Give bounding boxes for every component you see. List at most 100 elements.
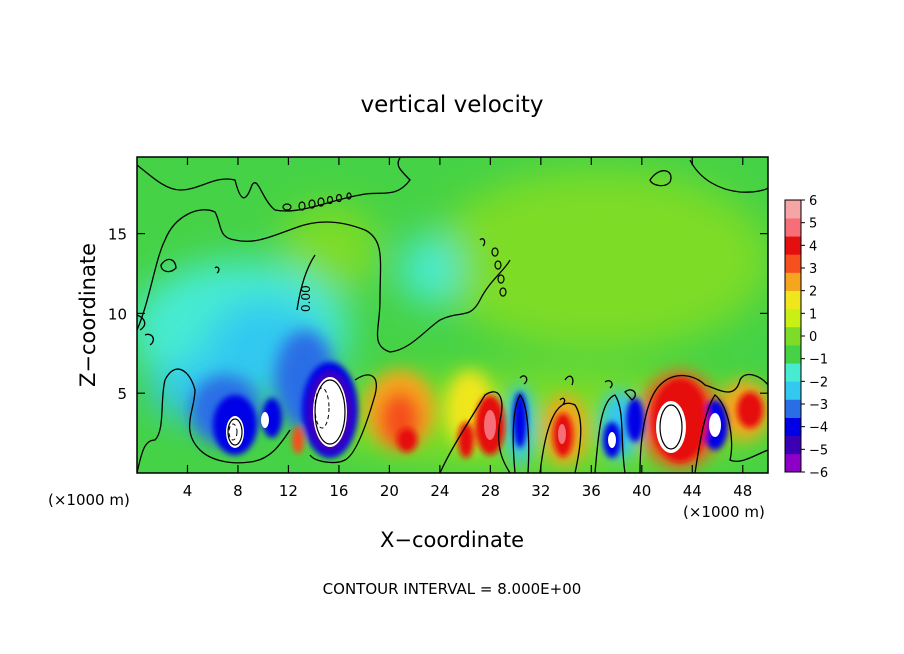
field-region: [656, 401, 686, 453]
field-region: [608, 432, 616, 448]
colorbar-swatch: [785, 326, 801, 346]
y-axis-label: Z−coordinate: [76, 243, 100, 387]
plot-frame: [136, 156, 769, 474]
contour-loop: [335, 193, 343, 203]
zero-contour: [649, 170, 672, 187]
colorbar-label: 5: [809, 217, 817, 232]
zero-contour: [539, 402, 582, 473]
zero-contour: [137, 209, 511, 353]
field-extrema: [226, 377, 721, 453]
colorbar-label: 3: [809, 262, 817, 277]
closed-small-contours: [227, 192, 683, 450]
colorbar-label: −4: [809, 421, 828, 436]
colorbar-label: −6: [809, 466, 828, 481]
contour-loop: [314, 387, 330, 429]
zero-contour: [564, 375, 574, 386]
colorbar: 6 5 4 3 2 1 0 −1 −2 −3 −4 −5 −6: [784, 194, 828, 481]
colorbar-swatch: [785, 272, 801, 291]
zero-contour: [512, 393, 530, 473]
field-region: [400, 235, 460, 305]
field-region: [513, 392, 527, 448]
y-tick-label: 15: [108, 226, 127, 244]
contour-loop: [298, 201, 306, 211]
zero-contour: [309, 374, 377, 464]
colorbar-swatch: [785, 417, 801, 437]
x-unit-right: (×1000 m): [683, 503, 765, 521]
x-tick-label: 24: [430, 482, 449, 500]
colorbar-swatch: [785, 381, 801, 400]
contour-loop: [499, 287, 507, 297]
field-region: [397, 428, 417, 452]
zero-contour: [639, 373, 768, 473]
zero-contour: [137, 368, 291, 473]
colorbar-swatch: [785, 254, 801, 273]
contour-loop: [282, 203, 292, 211]
x-tick-label: 48: [733, 482, 752, 500]
contour-loop: [494, 260, 502, 270]
field-region: [280, 205, 380, 295]
y-axis-ticks: 5 10 15: [108, 226, 768, 403]
field-region: [313, 377, 347, 447]
zero-contour: [137, 314, 146, 331]
contour-loop: [227, 418, 243, 446]
x-tick-label: 32: [531, 482, 550, 500]
contour-loop: [491, 247, 499, 257]
zero-contour: [296, 254, 316, 311]
zero-contour: [624, 389, 636, 401]
x-tick-label: 12: [279, 482, 298, 500]
zero-contour: [160, 258, 177, 273]
contour-loop: [346, 192, 352, 200]
zero-contour: [214, 266, 220, 274]
colorbar-swatch: [785, 435, 801, 455]
contour-lines: [137, 157, 768, 473]
field-region: [709, 413, 721, 437]
field-region: [262, 398, 282, 438]
x-tick-label: 28: [481, 482, 500, 500]
contour-loop: [659, 404, 683, 450]
colorbar-label: 6: [809, 194, 817, 209]
field-region: [484, 410, 496, 440]
x-axis-label: X−coordinate: [380, 528, 524, 552]
x-tick-label: 4: [183, 482, 193, 500]
colorbar-label: −2: [809, 375, 828, 390]
negative-contours: [228, 387, 330, 441]
colorbar-swatch: [785, 453, 801, 473]
contour-loop: [314, 379, 346, 445]
zero-contour: [519, 375, 528, 385]
field-region: [430, 170, 768, 350]
colorbar-label: −5: [809, 443, 828, 458]
colorbar-swatch: [785, 218, 801, 237]
zero-contour: [689, 159, 768, 193]
colorbar-swatch: [785, 200, 801, 219]
contour-loop: [228, 423, 238, 441]
zero-contour: [559, 397, 566, 405]
contour-loop: [317, 197, 325, 207]
colorbar-label: 0: [809, 330, 817, 345]
colorbar-label: 2: [809, 285, 817, 300]
zero-contour: [479, 238, 486, 247]
colorbar-label: 1: [809, 307, 817, 322]
zero-contour: [137, 157, 411, 212]
zero-contour: [594, 394, 626, 473]
colorbar-label: −1: [809, 353, 828, 368]
field-region: [558, 424, 566, 444]
colorbar-swatch: [785, 236, 801, 255]
contour-label: 0.00: [299, 285, 313, 312]
x-tick-label: 40: [632, 482, 651, 500]
contour-loop: [497, 274, 505, 284]
colorbar-swatch: [785, 399, 801, 418]
field-region: [737, 392, 763, 428]
x-tick-label: 44: [683, 482, 702, 500]
x-axis-ticks: 4 8 12 16 20 24 28 32 36 40 44 48: [183, 157, 752, 500]
zero-contour: [439, 391, 511, 473]
x-tick-label: 16: [329, 482, 348, 500]
colorbar-swatch: [785, 363, 801, 382]
y-tick-label: 10: [108, 305, 127, 323]
plot-area: 0.00: [137, 157, 768, 473]
colorbar-swatch: [785, 345, 801, 364]
contour-loop: [326, 195, 334, 205]
colorbar-label: 4: [809, 239, 817, 254]
field-region: [292, 426, 304, 454]
chart-title: vertical velocity: [361, 92, 544, 118]
